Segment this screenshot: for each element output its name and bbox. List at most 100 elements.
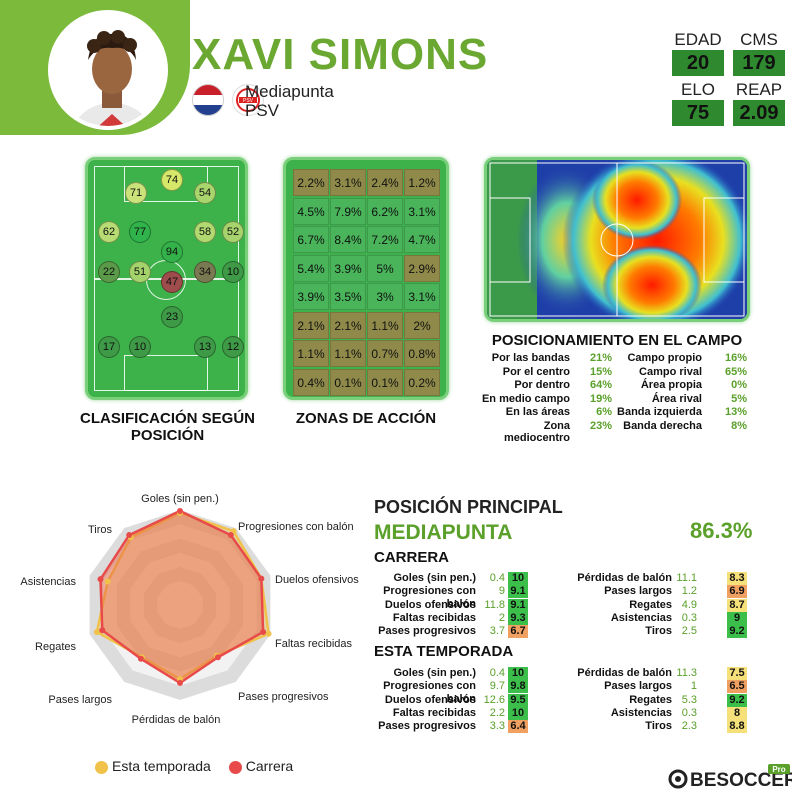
stat-row-score: 10: [508, 667, 528, 680]
action-zone-cell: 2.1%: [293, 311, 329, 339]
stat-row-value: 2.5: [681, 625, 697, 638]
stat-row-value: 9.7: [489, 680, 505, 693]
stat-row-score: 9.1: [508, 598, 528, 612]
field-stat-label: Banda derecha: [623, 419, 702, 432]
action-zone-cell: 2.4%: [367, 169, 403, 196]
stat-reap: REAP 2.09: [733, 80, 785, 126]
stat-row-score: 8.8: [727, 720, 747, 734]
stat-row-value: 12.6: [483, 693, 505, 706]
stat-row-label: Pérdidas de balón: [577, 667, 672, 679]
radar-axis-label: Tiros: [88, 524, 113, 536]
heatmap-pitch: [484, 157, 750, 322]
stat-row-value: 11.1: [676, 572, 697, 584]
radar-point-career: [177, 679, 183, 686]
stat-row-score: 9.2: [727, 625, 747, 639]
stat-row: Pérdidas de balón 11.1 8.3: [0, 572, 800, 585]
legend-dot-icon: [228, 760, 242, 774]
stat-value: 75: [672, 100, 724, 126]
stat-label: ELO: [680, 80, 716, 99]
stat-row: Asistencias 0.3 8: [0, 706, 800, 720]
player-avatar: [48, 10, 168, 130]
stat-row-value: 2.2: [489, 706, 505, 719]
action-zone-cell: 3.9%: [330, 254, 366, 282]
field-stat-value: 5%: [731, 392, 747, 405]
action-zone-cell: 0.2%: [404, 368, 440, 396]
psv-crest-icon: PSV: [232, 84, 264, 116]
position-rating-dot: 62: [98, 221, 120, 243]
field-stat-label: Por las bandas: [491, 352, 570, 364]
stat-row-label: Duelos ofensivos: [384, 598, 476, 611]
radar-axis-label: Duelos ofensivos: [275, 574, 359, 586]
stat-row-score: 6.5: [727, 680, 747, 694]
radar-point-season: [93, 629, 100, 636]
field-stat-label: En medio campo: [481, 392, 570, 405]
field-stat-label: Campo propio: [627, 352, 702, 364]
stat-row-label: Duelos ofensivos: [384, 693, 476, 706]
action-zone-cell: 1.1%: [293, 340, 329, 367]
position-rating-dot: 54: [194, 182, 216, 204]
field-stat-label: Por dentro: [514, 379, 570, 391]
stat-elo: ELO 75: [672, 80, 724, 126]
position-rating-dot: 47: [161, 271, 183, 293]
stat-row-score: 10: [508, 572, 528, 585]
field-stat-value: 65%: [724, 365, 747, 378]
radar-point-career: [177, 507, 183, 514]
stat-row: Faltas recibidas 2 9.3: [0, 611, 800, 625]
player-name: XAVI SIMONS: [192, 30, 489, 79]
field-stat-value: 19%: [589, 392, 612, 405]
stat-row-label: Progresiones con balón: [383, 680, 476, 706]
stat-row: Asistencias 0.3 9: [0, 611, 800, 625]
action-zone-cell: 0.1%: [367, 368, 403, 396]
stat-row-value: 3.3: [489, 720, 505, 733]
position-rating-dot: 10: [222, 261, 244, 283]
stat-row-label: Pérdidas de balón: [577, 572, 672, 584]
radar-legend: Esta temporada Carrera: [95, 758, 293, 774]
action-zone-cell: 3.5%: [330, 283, 366, 310]
action-zone-cell: 1.2%: [404, 169, 440, 196]
stat-row-label: Faltas recibidas: [392, 611, 476, 624]
position-rating-dot: 34: [194, 261, 216, 283]
stat-row-label: Pases largos: [604, 680, 672, 693]
stat-row-label: Pases progresivos: [378, 720, 476, 733]
action-zone-cell: 7.9%: [330, 197, 366, 225]
field-stat-value: 8%: [731, 419, 747, 432]
action-zones-title: ZONAS DE ACCIÓN: [295, 410, 437, 427]
stat-row-value: 4.9: [681, 598, 697, 611]
action-zone-cell: 2.2%: [293, 169, 329, 196]
action-zone-cell: 3.1%: [330, 169, 366, 196]
stat-row: Progresiones con balón 9 9.1: [0, 585, 800, 610]
stat-row: Pérdidas de balón 11.3 7.5: [0, 667, 800, 680]
stat-row-label: Goles (sin pen.): [393, 572, 476, 584]
position-rating-dot: 12: [222, 336, 244, 358]
field-stat-label: Área propia: [640, 379, 702, 391]
action-zone-cell: 5.4%: [293, 254, 329, 282]
stat-row-label: Regates: [629, 693, 672, 706]
action-zone-cell: 3%: [367, 283, 403, 310]
stat-row-label: Tiros: [645, 625, 672, 638]
stat-row: Duelos ofensivos 12.6 9.5: [0, 693, 800, 707]
field-stat-value: 21%: [589, 352, 612, 364]
position-rating-dot: 17: [98, 336, 120, 358]
action-zone-cell: 6.2%: [367, 197, 403, 225]
player-position: Mediapunta: [245, 82, 334, 101]
action-zone-cell: 3.1%: [404, 283, 440, 310]
field-stat-label: Zona mediocentro: [503, 419, 570, 444]
radar-chart: Goles (sin pen.) Progresiones con balón Du…: [20, 493, 359, 726]
stat-row-score: 9.2: [727, 693, 747, 707]
field-stat-value: 64%: [589, 379, 612, 391]
position-rating-dot: 58: [194, 221, 216, 243]
stat-row-score: 9.1: [508, 585, 528, 599]
stat-row: Pases progresivos 3.3 6.4: [0, 720, 800, 734]
position-rating-dot: 23: [161, 306, 183, 328]
field-stat-value: 6%: [596, 406, 612, 418]
position-rating-dot: 51: [129, 261, 151, 283]
action-zone-cell: 3.9%: [293, 283, 329, 310]
stat-row-value: 11.8: [484, 598, 505, 611]
stat-row-label: Progresiones con balón: [383, 585, 476, 611]
stat-row-label: Faltas recibidas: [392, 706, 476, 719]
besoccer-logo: BESOCCER Pro: [668, 764, 798, 792]
radar-axis-label: Asistencias: [20, 576, 76, 588]
stat-row: Duelos ofensivos 11.8 9.1: [0, 598, 800, 612]
action-zone-cell: 0.8%: [404, 340, 440, 367]
field-stat-label: Campo rival: [639, 365, 702, 378]
